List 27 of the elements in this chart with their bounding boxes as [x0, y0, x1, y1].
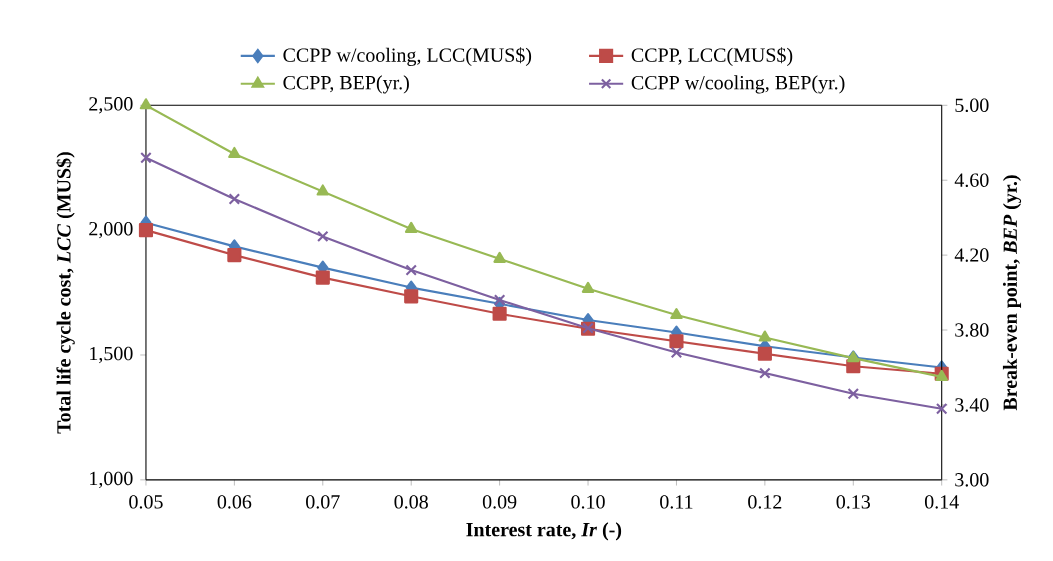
y2-tick-label: 3.40 [955, 398, 989, 412]
y2-tick-label: 3.00 [955, 472, 989, 487]
y2-tick-label: 4.60 [954, 173, 989, 187]
x-axis-title: Interest rate, Ir (-) [466, 522, 622, 541]
legend-label: CCPP, BEP(yr.) [283, 75, 409, 94]
x-tick-label: 0.10 [571, 495, 605, 509]
x-tick-label: 0.11 [660, 495, 693, 509]
y-tick-label: 2,500 [89, 97, 133, 114]
y2-axis-title: Break-even point, BEP (yr.) [1002, 175, 1022, 411]
y-tick-label: 1,500 [90, 346, 133, 364]
y2-tick-label: 5.00 [955, 98, 989, 113]
y-axis-title: Total life cycle cost, LCC (MUS$) [55, 152, 75, 434]
x-tick-label: 0.12 [748, 495, 782, 509]
legend-label: CCPP w/cooling, BEP(yr.) [631, 75, 845, 94]
x-tick-label: 0.14 [924, 495, 959, 509]
y-tick-label: 2,000 [89, 221, 133, 239]
x-tick-label: 0.06 [217, 495, 252, 509]
legend-label: CCPP w/cooling, LCC(MUS$) [283, 47, 532, 66]
legend-label: CCPP, LCC(MUS$) [631, 47, 793, 66]
x-tick-label: 0.09 [482, 495, 517, 509]
y2-tick-label: 4.20 [954, 248, 989, 262]
x-tick-label: 0.05 [129, 495, 163, 509]
x-tick-label: 0.08 [394, 495, 428, 509]
x-tick-label: 0.07 [306, 495, 340, 509]
x-tick-label: 0.13 [836, 495, 871, 509]
y2-tick-label: 3.80 [955, 323, 989, 337]
y-tick-label: 1,000 [90, 471, 133, 488]
